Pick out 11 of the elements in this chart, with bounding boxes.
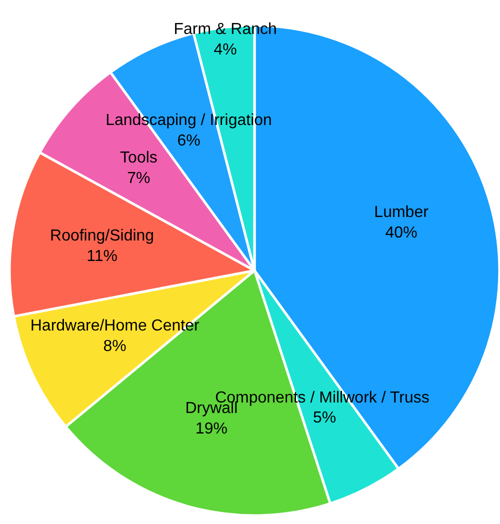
data-label: 19% (195, 420, 228, 438)
data-label: 40% (385, 224, 418, 242)
data-label: 7% (127, 170, 150, 188)
data-label: 11% (86, 248, 118, 266)
slice-label: Lumber (374, 204, 430, 222)
data-label: 6% (177, 132, 200, 150)
slice-label: Tools (120, 150, 158, 167)
data-label: 4% (214, 41, 237, 58)
data-label: 5% (313, 410, 336, 427)
slice-label: Roofing/Siding (50, 228, 154, 245)
data-label: 8% (103, 338, 126, 355)
